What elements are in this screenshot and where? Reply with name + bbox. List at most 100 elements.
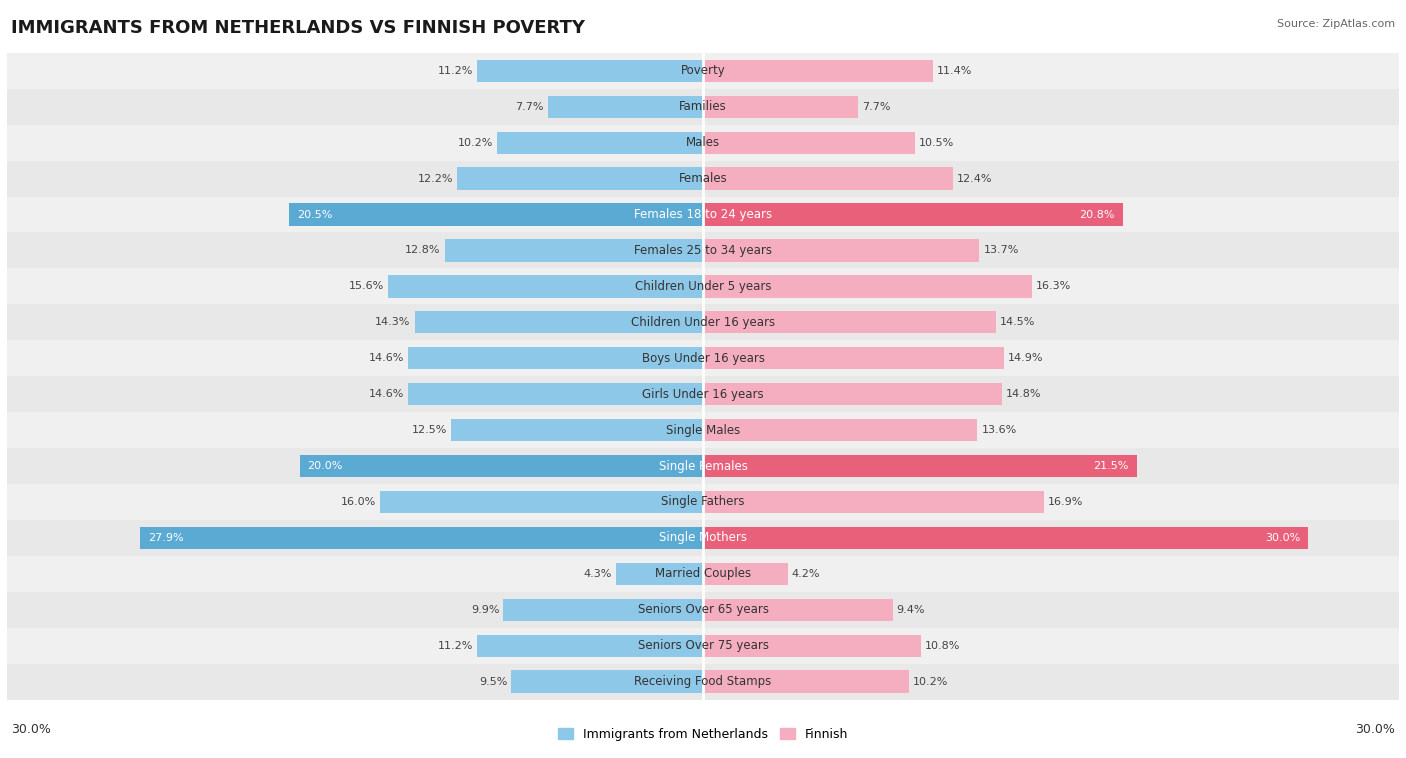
Text: 13.7%: 13.7%	[983, 246, 1019, 255]
Text: Seniors Over 65 years: Seniors Over 65 years	[637, 603, 769, 616]
Text: 14.3%: 14.3%	[375, 318, 411, 327]
Text: Females: Females	[679, 172, 727, 185]
Bar	[703, 275, 1032, 298]
Bar	[7, 196, 1399, 233]
Bar	[7, 268, 1399, 305]
Bar	[703, 383, 1001, 406]
Text: 20.8%: 20.8%	[1078, 209, 1115, 220]
Text: 4.3%: 4.3%	[583, 568, 612, 579]
Bar	[290, 203, 703, 226]
Bar	[498, 132, 703, 154]
Text: 4.2%: 4.2%	[792, 568, 820, 579]
Bar	[7, 53, 1399, 89]
Bar	[548, 96, 703, 118]
Bar	[703, 347, 1004, 369]
Bar	[703, 455, 1136, 478]
Text: 16.0%: 16.0%	[340, 497, 377, 507]
Text: 21.5%: 21.5%	[1094, 461, 1129, 471]
Text: 14.6%: 14.6%	[368, 353, 405, 363]
Bar	[703, 240, 980, 262]
Text: Females 18 to 24 years: Females 18 to 24 years	[634, 208, 772, 221]
Text: 16.9%: 16.9%	[1047, 497, 1084, 507]
Bar	[703, 562, 787, 585]
Bar	[703, 634, 921, 656]
Text: 9.5%: 9.5%	[479, 677, 508, 687]
Bar	[388, 275, 703, 298]
Text: Single Mothers: Single Mothers	[659, 531, 747, 544]
Text: 30.0%: 30.0%	[1265, 533, 1301, 543]
Bar	[141, 527, 703, 549]
Text: Married Couples: Married Couples	[655, 567, 751, 581]
Text: 11.2%: 11.2%	[437, 641, 472, 650]
Bar	[7, 592, 1399, 628]
Bar	[299, 455, 703, 478]
Text: 10.8%: 10.8%	[925, 641, 960, 650]
Text: 15.6%: 15.6%	[349, 281, 384, 291]
Bar	[7, 305, 1399, 340]
Bar	[703, 599, 893, 621]
Bar	[703, 419, 977, 441]
Text: 11.4%: 11.4%	[936, 66, 973, 76]
Bar	[444, 240, 703, 262]
Text: 10.2%: 10.2%	[458, 138, 494, 148]
Bar	[7, 484, 1399, 520]
Text: Receiving Food Stamps: Receiving Food Stamps	[634, 675, 772, 688]
Bar	[477, 60, 703, 82]
Text: Boys Under 16 years: Boys Under 16 years	[641, 352, 765, 365]
Text: Source: ZipAtlas.com: Source: ZipAtlas.com	[1277, 19, 1395, 29]
Text: 20.5%: 20.5%	[298, 209, 333, 220]
Text: 7.7%: 7.7%	[515, 102, 544, 111]
Text: 14.5%: 14.5%	[1000, 318, 1035, 327]
Text: 9.9%: 9.9%	[471, 605, 499, 615]
Text: Females 25 to 34 years: Females 25 to 34 years	[634, 244, 772, 257]
Text: 12.5%: 12.5%	[412, 425, 447, 435]
Bar	[7, 663, 1399, 700]
Bar	[703, 491, 1043, 513]
Text: 14.8%: 14.8%	[1005, 389, 1040, 399]
Text: Girls Under 16 years: Girls Under 16 years	[643, 387, 763, 401]
Text: Children Under 5 years: Children Under 5 years	[634, 280, 772, 293]
Bar	[503, 599, 703, 621]
Text: 11.2%: 11.2%	[437, 66, 472, 76]
Text: Single Females: Single Females	[658, 459, 748, 472]
Bar	[703, 168, 953, 190]
Bar	[409, 383, 703, 406]
Text: Seniors Over 75 years: Seniors Over 75 years	[637, 639, 769, 652]
Bar	[703, 203, 1122, 226]
Bar	[7, 556, 1399, 592]
Text: 9.4%: 9.4%	[897, 605, 925, 615]
Bar	[415, 312, 703, 334]
Bar	[7, 125, 1399, 161]
Bar	[703, 60, 934, 82]
Text: 30.0%: 30.0%	[1355, 722, 1395, 736]
Bar	[703, 527, 1308, 549]
Text: Males: Males	[686, 136, 720, 149]
Bar	[7, 376, 1399, 412]
Text: 30.0%: 30.0%	[11, 722, 51, 736]
Bar	[7, 89, 1399, 125]
Bar	[451, 419, 703, 441]
Bar	[7, 340, 1399, 376]
Text: IMMIGRANTS FROM NETHERLANDS VS FINNISH POVERTY: IMMIGRANTS FROM NETHERLANDS VS FINNISH P…	[11, 19, 585, 37]
Bar	[457, 168, 703, 190]
Text: 7.7%: 7.7%	[862, 102, 891, 111]
Bar	[512, 670, 703, 693]
Bar	[7, 628, 1399, 663]
Text: Single Males: Single Males	[666, 424, 740, 437]
Text: Families: Families	[679, 100, 727, 113]
Bar	[7, 412, 1399, 448]
Bar	[7, 161, 1399, 196]
Bar	[7, 233, 1399, 268]
Bar	[7, 520, 1399, 556]
Text: Poverty: Poverty	[681, 64, 725, 77]
Legend: Immigrants from Netherlands, Finnish: Immigrants from Netherlands, Finnish	[553, 723, 853, 746]
Bar	[616, 562, 703, 585]
Text: 27.9%: 27.9%	[148, 533, 184, 543]
Text: 12.8%: 12.8%	[405, 246, 440, 255]
Text: 13.6%: 13.6%	[981, 425, 1017, 435]
Bar	[477, 634, 703, 656]
Text: 16.3%: 16.3%	[1036, 281, 1071, 291]
Text: 12.2%: 12.2%	[418, 174, 453, 183]
Text: 10.5%: 10.5%	[920, 138, 955, 148]
Text: 14.9%: 14.9%	[1008, 353, 1043, 363]
